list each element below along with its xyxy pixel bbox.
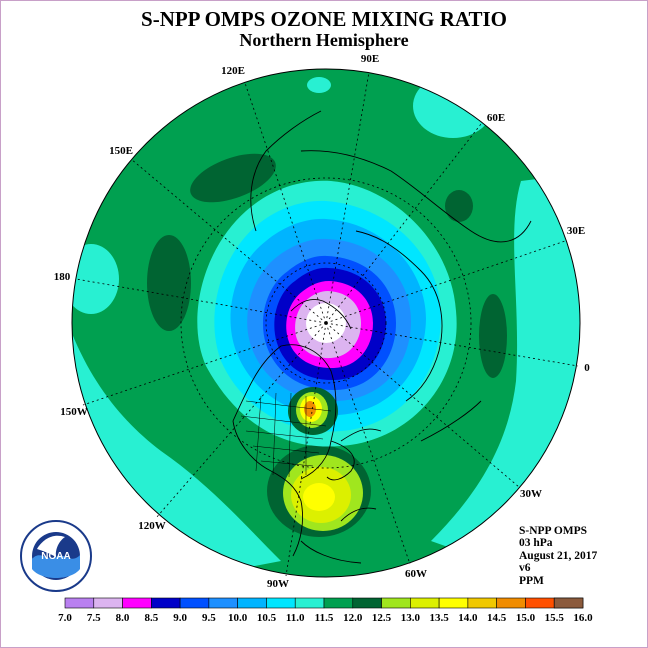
lon-label-30w: 30W <box>520 488 542 500</box>
colorbar-tick-label: 10.0 <box>228 612 248 624</box>
info-date: August 21, 2017 <box>519 549 598 562</box>
colorbar-tick-label: 9.5 <box>202 612 216 624</box>
colorbar-swatch <box>525 597 555 609</box>
colorbar-tick-label: 13.0 <box>401 612 421 624</box>
colorbar-tick-label: 14.0 <box>458 612 478 624</box>
lon-label-150w: 150W <box>60 406 88 418</box>
lon-label-150e: 150E <box>109 145 133 157</box>
colorbar-swatch <box>438 597 469 609</box>
colorbar-swatch <box>553 597 584 609</box>
colorbar-swatch <box>266 597 296 609</box>
colorbar-tick-label: 15.0 <box>516 612 536 624</box>
colorbar-tick-label: 7.0 <box>58 612 72 624</box>
meridian-30w <box>325 322 520 488</box>
contour-12-atlantic <box>479 294 507 378</box>
coastlines <box>232 110 532 564</box>
lon-label-30e: 30E <box>567 225 585 237</box>
meridian-120e <box>244 82 327 324</box>
colorbar-swatch <box>352 597 382 609</box>
colorbar-tick-label: 13.5 <box>429 612 449 624</box>
info-version: v6 <box>519 562 531 575</box>
map-boundary <box>71 68 581 578</box>
colorbar-swatch <box>237 597 267 609</box>
info-level: 03 hPa <box>519 537 553 550</box>
meridian-30e <box>325 240 566 324</box>
latitude-circle-60n <box>265 262 387 384</box>
colorbar-tick-label: 12.5 <box>372 612 392 624</box>
lon-label-90w: 90W <box>267 578 289 590</box>
colorbar-tick-label: 15.5 <box>545 612 565 624</box>
info-units: PPM <box>519 574 544 587</box>
colorbar-swatch <box>64 597 95 609</box>
page-title: S-NPP OMPS OZONE MIXING RATIO <box>141 7 507 31</box>
logo-text: NOAA <box>41 551 70 562</box>
meridian-180 <box>75 278 327 324</box>
contour-14-5-anomaly <box>304 401 316 417</box>
contour-11-arctic <box>307 77 331 93</box>
colorbar-tick-label: 11.0 <box>286 612 305 624</box>
colorbar-tick-label: 9.0 <box>173 612 187 624</box>
noaa-logo: NOAA <box>20 520 92 592</box>
colorbar-swatch <box>467 597 497 609</box>
colorbar-tick-label: 12.0 <box>343 612 363 624</box>
colorbar-tick-label: 8.0 <box>116 612 130 624</box>
lon-label-120e: 120E <box>221 65 245 77</box>
latitude-circle-30n <box>180 177 472 469</box>
colorbar-tick-label: 14.5 <box>487 612 507 624</box>
lon-label-180: 180 <box>54 271 71 283</box>
colorbar-swatch <box>381 597 411 609</box>
colorbar-swatch <box>122 597 152 609</box>
colorbar-tick-label: 16.0 <box>573 612 593 624</box>
us-state-grid <box>240 392 332 478</box>
colorbar-swatch <box>151 597 181 609</box>
colorbar-tick-label: 7.5 <box>87 612 101 624</box>
meridian-60e <box>325 123 482 324</box>
colorbar-swatch <box>496 597 526 609</box>
lon-label-90e: 90E <box>361 53 379 65</box>
longitude-labels: 90E 60E 30E 0 30W 60W 90W 120W 150W 180 … <box>54 53 591 590</box>
lon-label-60w: 60W <box>405 568 427 580</box>
colorbar-tick-label: 11.5 <box>315 612 334 624</box>
meridian-120w <box>155 322 327 519</box>
contour-13-5-gulf <box>303 483 335 511</box>
lon-label-120w: 120W <box>138 520 166 532</box>
product-info: S-NPP OMPS 03 hPa August 21, 2017 v6 PPM <box>519 525 597 587</box>
graticule <box>75 71 579 577</box>
lon-label-60e: 60E <box>487 112 505 124</box>
contour-12-siberia <box>190 153 276 203</box>
colorbar-swatch <box>179 597 210 609</box>
colorbar-swatch <box>294 597 325 609</box>
colorbar-swatch <box>323 597 354 609</box>
colorbar-swatch <box>93 597 123 609</box>
colorbar-swatch <box>410 597 440 609</box>
page-subtitle: Northern Hemisphere <box>239 30 409 50</box>
colorbar-swatch <box>208 597 238 609</box>
colorbar-tick-label: 8.5 <box>144 612 158 624</box>
contour-12-central-asia <box>445 190 473 222</box>
lon-label-0: 0 <box>584 362 590 374</box>
contour-12-pacific <box>147 235 191 331</box>
info-instrument: S-NPP OMPS <box>519 525 588 537</box>
colorbar-tick-label: 10.5 <box>257 612 277 624</box>
